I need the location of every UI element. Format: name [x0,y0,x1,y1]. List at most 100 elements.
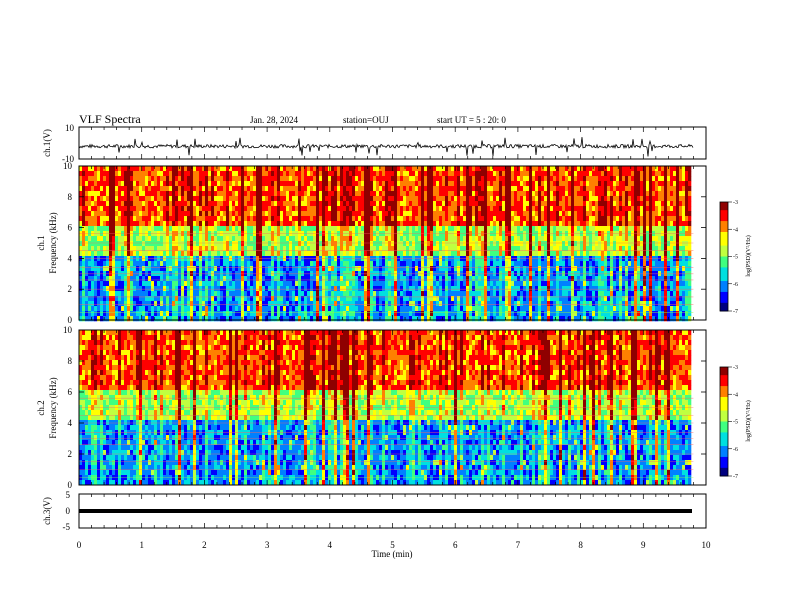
spectrogram-cell [472,281,476,287]
spectrogram-cell [202,176,206,182]
spectrogram-cell [148,266,152,272]
spectrogram-cell [430,206,434,212]
spectrogram-cell [313,251,317,257]
spectrogram-cell [148,226,152,232]
spectrogram-cell [472,266,476,272]
spectrogram-cell [337,251,341,257]
spectrogram-cell [289,201,293,207]
spectrogram-cell [166,261,170,267]
spectrogram-cell [523,236,527,242]
spectrogram-cell [439,201,443,207]
spectrogram-cell [454,216,458,222]
spectrogram-cell [418,311,422,317]
spectrogram-cell [472,181,476,187]
spectrogram-cell [484,201,488,207]
spectrogram-cell [130,291,134,297]
spectrogram-cell [316,241,320,247]
spectrogram-cell [262,166,266,172]
spectrogram-cell [226,251,230,257]
spectrogram-cell [88,281,92,287]
spectrogram-cell [343,176,347,182]
spectrogram-cell [370,166,374,172]
spectrogram-cell [469,166,473,172]
spectrogram-cell [190,276,194,282]
spectrogram-cell [484,306,488,312]
spectrogram-cell [79,176,83,182]
spectrogram-cell [274,186,278,192]
spectrogram-cell [400,306,404,312]
spectrogram-cell [499,241,503,247]
spectrogram-cell [475,286,479,292]
spectrogram-cell [367,191,371,197]
spectrogram-cell [508,291,512,297]
spectrogram-cell [82,291,86,297]
spectrogram-cell [328,196,332,202]
spectrogram-cell [451,171,455,177]
spectrogram-cell [355,266,359,272]
spectrogram-cell [475,166,479,172]
spectrogram-cell [238,306,242,312]
spectrogram-cell [454,266,458,272]
spectrogram-cell [139,266,143,272]
spectrogram-cell [535,196,539,202]
spectrogram-cell [208,216,212,222]
spectrogram-cell [199,201,203,207]
spectrogram-cell [280,291,284,297]
spectrogram-cell [151,281,155,287]
spectrogram-cell [415,251,419,257]
spectrogram-cell [319,311,323,317]
spectrogram-cell [445,266,449,272]
spectrogram-cell [529,221,533,227]
spectrogram-cell [295,226,299,232]
spectrogram-cell [169,301,173,307]
spectrogram-cell [289,276,293,282]
spectrogram-cell [352,286,356,292]
spectrogram-cell [505,276,509,282]
spectrogram-cell [244,261,248,267]
spectrogram-cell [220,291,224,297]
spectrogram-cell [487,266,491,272]
spectrogram-cell [85,276,89,282]
spectrogram-cell [172,276,176,282]
spectrogram-cell [430,201,434,207]
spectrogram-cell [244,186,248,192]
spectrogram-cell [175,291,179,297]
spectrogram-cell [295,216,299,222]
spectrogram-cell [244,176,248,182]
spectrogram-cell [127,166,131,172]
spectrogram-cell [271,281,275,287]
spectrogram-cell [364,166,368,172]
spectrogram-cell [79,196,83,202]
spectrogram-cell [388,241,392,247]
spectrogram-cell [487,166,491,172]
spectrogram-cell [544,181,548,187]
spectrogram-cell [244,181,248,187]
spectrogram-cell [547,266,551,272]
spectrogram-cell [133,226,137,232]
spectrogram-cell [196,291,200,297]
spectrogram-cell [394,171,398,177]
spectrogram-cell [88,276,92,282]
spectrogram-cell [142,166,146,172]
spectrogram-cell [544,306,548,312]
spectrogram-cell [547,211,551,217]
spectrogram-cell [136,196,140,202]
spectrogram-cell [166,196,170,202]
spectrogram-cell [463,241,467,247]
spectrogram-cell [427,316,431,322]
spectrogram-cell [274,171,278,177]
spectrogram-cell [208,261,212,267]
spectrogram-cell [544,261,548,267]
spectrogram-cell [472,171,476,177]
spectrogram-cell [523,211,527,217]
spectrogram-cell [436,201,440,207]
spectrogram-cell [307,311,311,317]
spectrogram-cell [400,166,404,172]
spectrogram-cell [196,206,200,212]
spectrogram-cell [379,201,383,207]
spectrogram-cell [292,216,296,222]
spectrogram-cell [430,246,434,252]
spectrogram-cell [457,311,461,317]
spectrogram-cell [82,186,86,192]
spectrogram-cell [253,241,257,247]
